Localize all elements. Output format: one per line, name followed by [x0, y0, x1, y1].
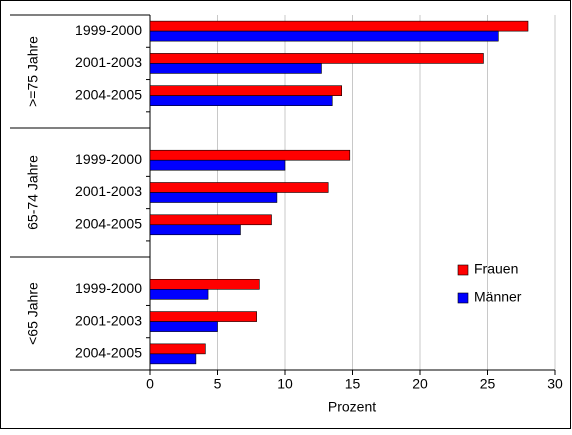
- x-tick-label: 0: [146, 376, 154, 392]
- bar: [149, 321, 218, 332]
- bar: [149, 182, 329, 193]
- y-tick-label: 1999-2000: [75, 280, 142, 296]
- bar: [149, 311, 257, 322]
- y-tick-label: 1999-2000: [75, 151, 142, 167]
- x-tick-label: 10: [277, 376, 293, 392]
- bar: [149, 85, 342, 96]
- bar: [149, 30, 499, 42]
- bar: [149, 95, 333, 106]
- bar: [149, 63, 322, 74]
- bar: [149, 289, 209, 300]
- bar: [149, 20, 529, 32]
- legend-label: Männer: [474, 289, 522, 305]
- group-label: 65-74 Jahre: [25, 155, 41, 230]
- x-tick-label: 5: [214, 376, 222, 392]
- legend-swatch: [457, 264, 469, 276]
- bar: [149, 53, 484, 64]
- y-tick-label: 2001-2003: [75, 54, 142, 70]
- y-tick-label: 2004-2005: [75, 215, 142, 231]
- y-tick-label: 2001-2003: [75, 312, 142, 328]
- bar: [149, 192, 278, 203]
- bar: [149, 149, 351, 161]
- x-tick-label: 25: [480, 376, 496, 392]
- bar: [149, 279, 260, 290]
- bar: [149, 353, 197, 365]
- bar: [149, 159, 286, 171]
- x-tick-label: 20: [412, 376, 428, 392]
- bar: [149, 214, 272, 226]
- y-tick-label: 2004-2005: [75, 345, 142, 361]
- y-tick-label: 1999-2000: [75, 22, 142, 38]
- x-axis-title: Prozent: [328, 399, 376, 415]
- y-tick-label: 2004-2005: [75, 86, 142, 102]
- bar: [149, 343, 206, 355]
- legend-swatch: [457, 292, 469, 304]
- group-label: <65 Jahre: [25, 282, 41, 345]
- y-tick-label: 2001-2003: [75, 183, 142, 199]
- bar: [149, 224, 241, 236]
- legend-label: Frauen: [474, 261, 518, 277]
- x-tick-label: 30: [547, 376, 563, 392]
- x-tick-label: 15: [345, 376, 361, 392]
- group-label: >=75 Jahre: [25, 36, 41, 107]
